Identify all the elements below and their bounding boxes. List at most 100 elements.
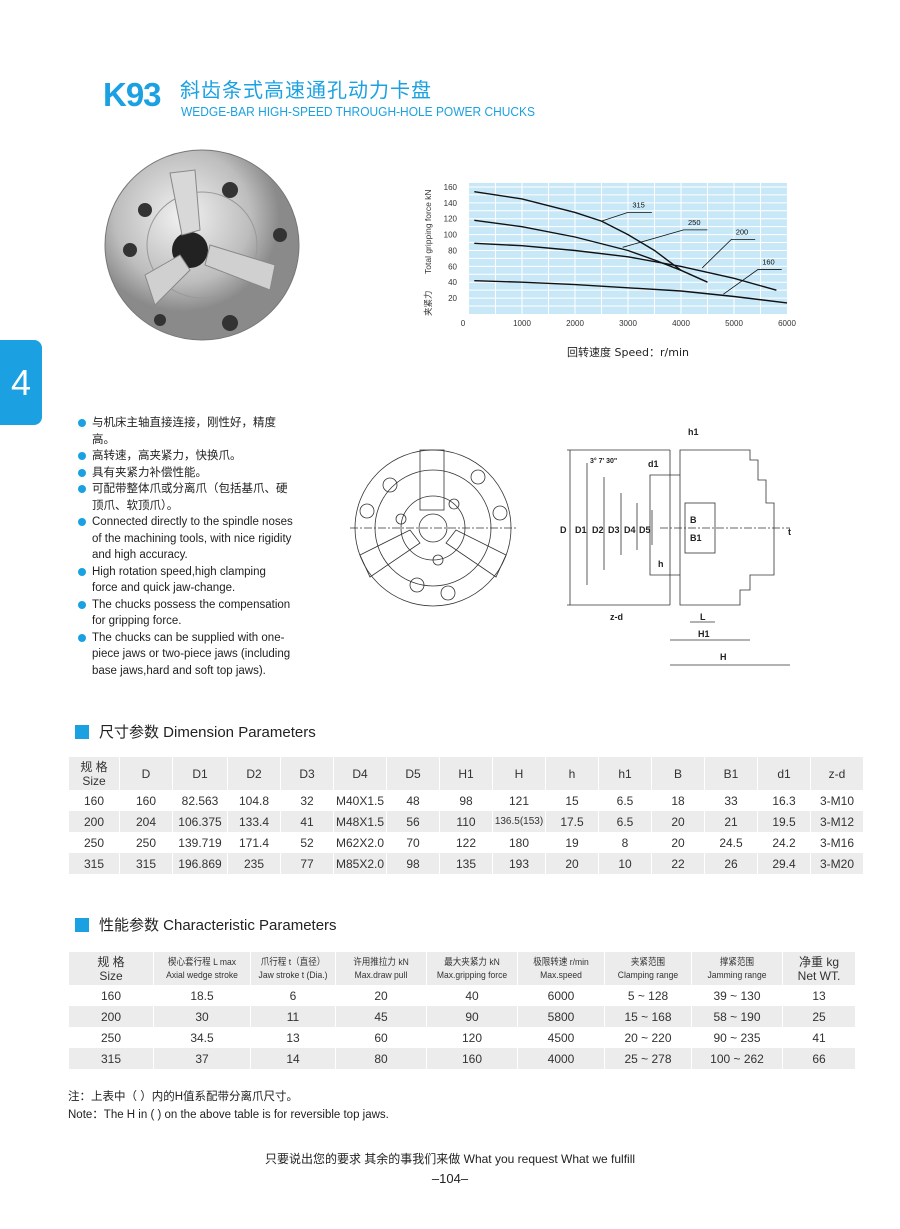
table-cell: 77	[280, 853, 334, 874]
column-header: 规 格 Size	[68, 952, 154, 985]
y-tick-label: 60	[448, 262, 457, 271]
table-cell: 40	[426, 985, 518, 1006]
table-cell: 19.5	[757, 811, 811, 832]
table-header-row: 规 格 Size 楔心套行程 L max Axial wedge stroke 爪行程 …	[68, 952, 855, 985]
table-cell: 32	[280, 790, 334, 811]
label-L: L	[700, 612, 706, 622]
y-tick-label: 40	[448, 278, 457, 287]
section-marker	[75, 724, 89, 739]
table-cell: 98	[439, 790, 493, 811]
gripping-force-chart: 0 1000 2000 3000 4000 5000 6000 20 40 60 80 100 120 1…	[423, 183, 796, 359]
section-marker	[75, 917, 89, 932]
feature-en-item: Connected directly to the spindle noses …	[78, 514, 293, 564]
series-label-200: 200	[736, 227, 749, 236]
y-axis-label-cn: 夹紧力	[423, 290, 434, 316]
label-D1: D1	[575, 525, 587, 535]
table-cell: 24.2	[757, 832, 811, 853]
table-cell: 98	[386, 853, 440, 874]
table-cell: 121	[492, 790, 546, 811]
y-axis-label: Total gripping force kN	[423, 189, 433, 274]
series-line-200	[474, 242, 777, 291]
feature-cn-item: 可配带整体爪或分离爪（包括基爪、硬顶爪、软顶爪）。	[78, 481, 293, 514]
series-label-315: 315	[632, 200, 645, 209]
table-cell: 15 ~ 168	[604, 1006, 692, 1027]
series-label-250: 250	[688, 218, 701, 227]
label-B1: B1	[690, 533, 702, 543]
table-cell: 4000	[517, 1048, 605, 1069]
feature-cn-item: 具有夹紧力补偿性能。	[78, 465, 293, 482]
table-cell: 110	[439, 811, 493, 832]
feature-cn-item: 与机床主轴直接连接，刚性好，精度高。	[78, 415, 293, 448]
chapter-tab: 4	[0, 340, 42, 425]
column-header: H	[492, 757, 546, 790]
column-header: B	[651, 757, 705, 790]
y-tick-label: 120	[444, 215, 458, 224]
table-cell: 160	[68, 985, 154, 1006]
table-cell: 66	[782, 1048, 855, 1069]
label-D3: D3	[608, 525, 620, 535]
series-pointer-160	[723, 269, 782, 295]
table-cell: 48	[386, 790, 440, 811]
table-cell: 200	[68, 1006, 154, 1027]
table-row: 315 315 196.869 235 77 M85X2.0 98 135 193 20 10 22 2…	[68, 853, 863, 874]
series-pointer-315	[601, 211, 652, 222]
table-cell: 11	[250, 1006, 336, 1027]
table-cell: 52	[280, 832, 334, 853]
table-cell: 135	[439, 853, 493, 874]
y-tick-label: 20	[448, 294, 457, 303]
table-cell: M85X2.0	[333, 853, 387, 874]
column-header: 净重 kg Net WT.	[782, 952, 855, 985]
features-chinese: 与机床主轴直接连接，刚性好，精度高。 高转速，高夹紧力，快换爪。 具有夹紧力补偿…	[78, 415, 293, 514]
series-pointer-250	[622, 229, 708, 248]
column-header: 最大夹紧力 kN Max.gripping force	[426, 952, 518, 985]
column-header: D5	[386, 757, 440, 790]
y-tick-label: 160	[444, 183, 458, 192]
table-row: 250 250 139.719 171.4 52 M62X2.0 70 122 180 19 8 20…	[68, 832, 863, 853]
table-cell: 25 ~ 278	[604, 1048, 692, 1069]
table-cell: 4500	[517, 1027, 605, 1048]
column-header: 极限转速 r/min Max.speed	[517, 952, 605, 985]
column-header: 楔心套行程 L max Axial wedge stroke	[153, 952, 251, 985]
label-D: D	[560, 525, 567, 535]
table-cell: 18	[651, 790, 705, 811]
label-H: H	[720, 652, 727, 662]
table-cell: 29.4	[757, 853, 811, 874]
label-d1: d1	[648, 459, 659, 469]
table-cell: 315	[119, 853, 173, 874]
table-cell: 70	[386, 832, 440, 853]
note-chinese: 注：上表中（ ）内的H值系配带分离爪尺寸。	[68, 1091, 298, 1103]
table-cell: 204	[119, 811, 173, 832]
table-cell: 104.8	[227, 790, 281, 811]
table-cell: 5 ~ 128	[604, 985, 692, 1006]
table-cell: 22	[651, 853, 705, 874]
column-header: D2	[227, 757, 281, 790]
table-cell: 33	[704, 790, 758, 811]
series-pointer-200	[701, 238, 756, 269]
table-cell: 6	[250, 985, 336, 1006]
table-cell: 90 ~ 235	[691, 1027, 783, 1048]
table-cell: 250	[68, 832, 120, 853]
table-cell: 20	[545, 853, 599, 874]
table-cell: 56	[386, 811, 440, 832]
table-cell: 250	[119, 832, 173, 853]
table-cell: 45	[335, 1006, 427, 1027]
feature-en-item: High rotation speed,high clamping force …	[78, 564, 293, 597]
table-cell: 13	[250, 1027, 336, 1048]
column-header: 撑紧范围 Jamming range	[691, 952, 783, 985]
table-cell: 160	[119, 790, 173, 811]
feature-cn-item: 高转速，高夹紧力，快换爪。	[78, 448, 293, 465]
table-cell: 106.375	[172, 811, 228, 832]
table-row: 160 18.5 6 20 40 6000 5 ~ 128 39 ~ 130 13	[68, 985, 855, 1006]
model-code: K93	[103, 76, 162, 113]
table-cell: 24.5	[704, 832, 758, 853]
table-cell: 160	[68, 790, 120, 811]
column-header: B1	[704, 757, 758, 790]
characteristic-section-title: 性能参数 Characteristic Parameters	[75, 914, 337, 935]
table-cell: 14	[250, 1048, 336, 1069]
dimension-section-title: 尺寸参数 Dimension Parameters	[75, 721, 316, 742]
column-header: h	[545, 757, 599, 790]
table-cell: 6.5	[598, 790, 652, 811]
table-cell: 80	[335, 1048, 427, 1069]
